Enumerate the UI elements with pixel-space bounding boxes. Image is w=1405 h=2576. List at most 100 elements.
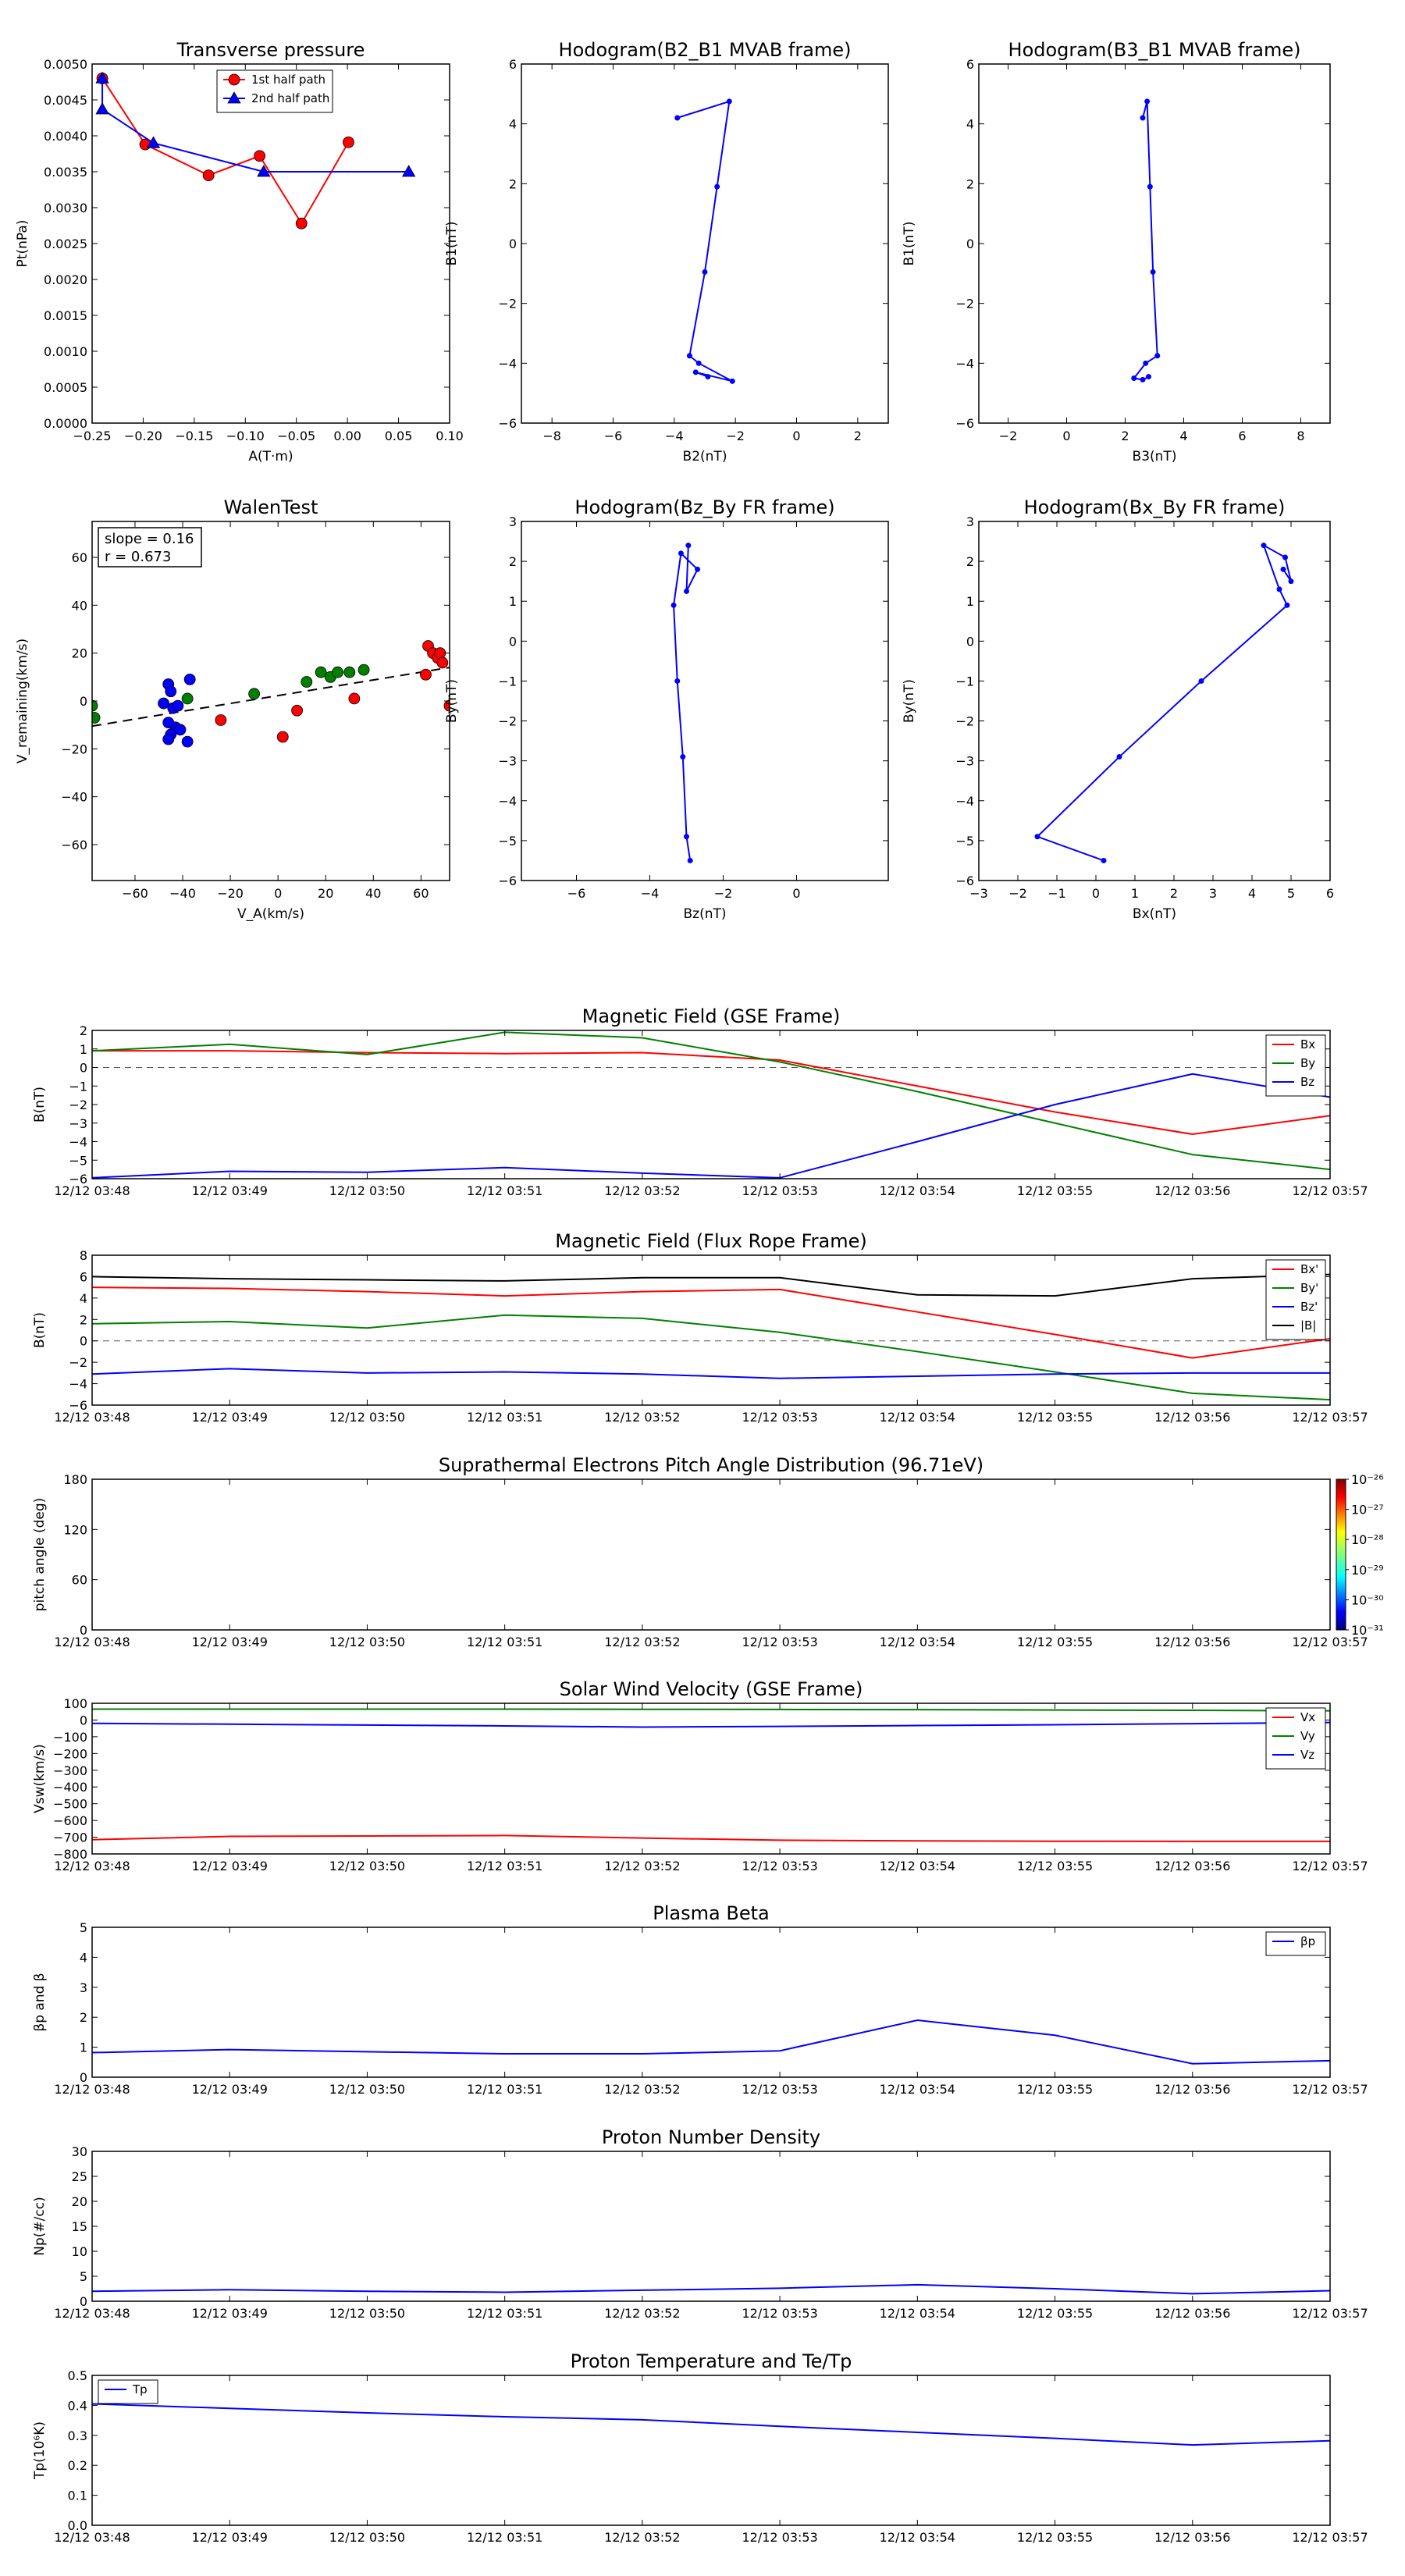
series-line-0 (1132, 101, 1158, 381)
x-tick-label: 12/12 03:57 (1292, 2306, 1368, 2321)
x-tick-label: −2 (714, 886, 733, 901)
y-tick-label: 120 (63, 1522, 87, 1537)
x-tick-label: 12/12 03:52 (604, 2082, 680, 2097)
y-tick-label: 2 (509, 554, 517, 569)
colorbar-label: 10⁻³¹ (1351, 1623, 1384, 1638)
series-line-Bz (92, 1073, 1330, 1179)
legend-label: Bx (1300, 1037, 1315, 1051)
y-tick-label: −6 (498, 873, 517, 888)
y-tick-label: 1 (80, 2041, 87, 2055)
y-axis-label: Np(#/cc) (32, 2197, 48, 2255)
series-line-0 (677, 100, 733, 382)
x-tick-label: 6 (1326, 886, 1334, 901)
series-line-0 (92, 2283, 1330, 2295)
series-line-0 (1036, 543, 1292, 862)
y-tick-label: 0 (80, 1623, 87, 1638)
data-point (1144, 98, 1151, 105)
x-tick-label: 12/12 03:57 (1292, 2082, 1368, 2097)
x-tick-label: 12/12 03:54 (880, 2306, 955, 2321)
axes-frame (91, 63, 450, 424)
y-tick-label: 6 (509, 57, 517, 72)
x-tick-label: 12/12 03:52 (604, 1410, 680, 1425)
chart-np: 0 5 10 15 20 25 30 12/12 03:48 12/12 03:49 12/12 … (32, 2126, 1368, 2321)
x-tick-label: 12/12 03:50 (329, 2530, 405, 2545)
legend-label: Bx' (1300, 1262, 1318, 1276)
x-tick-label: −4 (641, 886, 660, 901)
data-point (165, 685, 177, 698)
y-axis-label: Vsw(km/s) (32, 1744, 48, 1813)
x-tick-label: 12/12 03:51 (467, 1635, 542, 1649)
y-tick-label: 0 (80, 1061, 87, 1076)
y-tick-label: −5 (498, 834, 517, 849)
y-tick-label: 2 (80, 1023, 87, 1038)
x-tick-label: 12/12 03:56 (1154, 1635, 1230, 1649)
plot-area-tp (92, 2403, 1330, 2446)
x-tick-label: −0.05 (277, 429, 315, 443)
x-tick-label: −6 (567, 886, 586, 901)
data-point (181, 735, 194, 748)
data-point (684, 834, 689, 840)
axes-frame (978, 63, 1331, 424)
data-point (95, 102, 109, 115)
x-axis-label: Bx(nT) (1133, 906, 1176, 922)
y-tick-label: 4 (966, 117, 974, 132)
data-point (92, 712, 101, 724)
x-tick-label: 0 (1062, 429, 1070, 443)
y-tick-label: 15 (72, 2219, 87, 2234)
data-point (174, 724, 187, 736)
x-tick-label: 12/12 03:48 (54, 2082, 130, 2097)
y-tick-label: 100 (63, 1696, 87, 1711)
y-tick-label: 2 (966, 554, 974, 569)
y-tick-label: 2 (509, 176, 517, 191)
y-tick-label: −4 (498, 794, 517, 809)
data-point (315, 666, 327, 678)
y-tick-label: 0.0005 (44, 380, 87, 395)
x-tick-label: 12/12 03:55 (1017, 2082, 1093, 2097)
x-tick-label: −2 (726, 429, 745, 443)
chart-title: Hodogram(B3_B1 MVAB frame) (1008, 39, 1301, 61)
y-tick-label: −1 (498, 674, 517, 688)
x-tick-label: 12/12 03:49 (192, 2530, 268, 2545)
y-tick-label: 6 (966, 57, 974, 72)
y-tick-label: 4 (80, 1291, 87, 1306)
y-tick-label: 0.0 (68, 2518, 87, 2533)
chart-title: Hodogram(Bz_By FR frame) (574, 496, 834, 518)
data-point (257, 165, 271, 177)
y-tick-label: 0 (80, 1334, 87, 1349)
y-axis-label: B1(nT) (444, 222, 460, 266)
y-tick-label: 4 (80, 1950, 87, 1965)
y-tick-label: 2 (80, 2010, 87, 2025)
y-tick-label: −700 (53, 1831, 87, 1845)
x-tick-label: 12/12 03:54 (880, 1410, 955, 1425)
y-tick-label: 0.0050 (44, 57, 87, 72)
x-axis-label: A(T·m) (248, 449, 293, 464)
y-tick-label: 0.0000 (44, 416, 87, 431)
data-point (729, 378, 735, 384)
x-tick-label: 8 (1297, 429, 1304, 443)
data-point (1261, 543, 1267, 549)
data-point (215, 714, 227, 726)
x-tick-label: 12/12 03:53 (742, 1410, 817, 1425)
y-axis-label: βp and β (32, 1973, 48, 2031)
x-tick-label: 12/12 03:54 (880, 2530, 955, 2545)
x-tick-label: 2 (854, 429, 862, 443)
series-line-Bx (92, 1050, 1330, 1136)
x-tick-label: 12/12 03:48 (54, 1859, 130, 1873)
colorbar-label: 10⁻²⁹ (1351, 1563, 1384, 1578)
x-tick-label: 0 (1092, 886, 1100, 901)
chart-pad: 10⁻²⁶ 10⁻²⁷ 10⁻²⁸ 10⁻²⁹ 10⁻³⁰ 10⁻³¹ 0 60 120 180 1… (32, 1454, 1384, 1649)
data-point (348, 692, 361, 705)
y-axis-label: Pt(nPa) (15, 220, 30, 268)
x-tick-label: 4 (1248, 886, 1256, 901)
x-tick-label: 12/12 03:53 (742, 1859, 817, 1873)
y-tick-label: 0.0045 (44, 93, 87, 108)
x-tick-label: 12/12 03:51 (467, 1410, 542, 1425)
x-tick-label: 12/12 03:54 (880, 2082, 955, 2097)
x-tick-label: 12/12 03:56 (1154, 2082, 1230, 2097)
axes-frame (91, 2375, 1331, 2526)
x-tick-label: 12/12 03:49 (192, 2306, 268, 2321)
legend-label: βp (1300, 1934, 1315, 1948)
x-tick-label: −4 (665, 429, 684, 443)
x-tick-label: 60 (413, 886, 429, 901)
x-tick-label: 12/12 03:49 (192, 1183, 268, 1198)
